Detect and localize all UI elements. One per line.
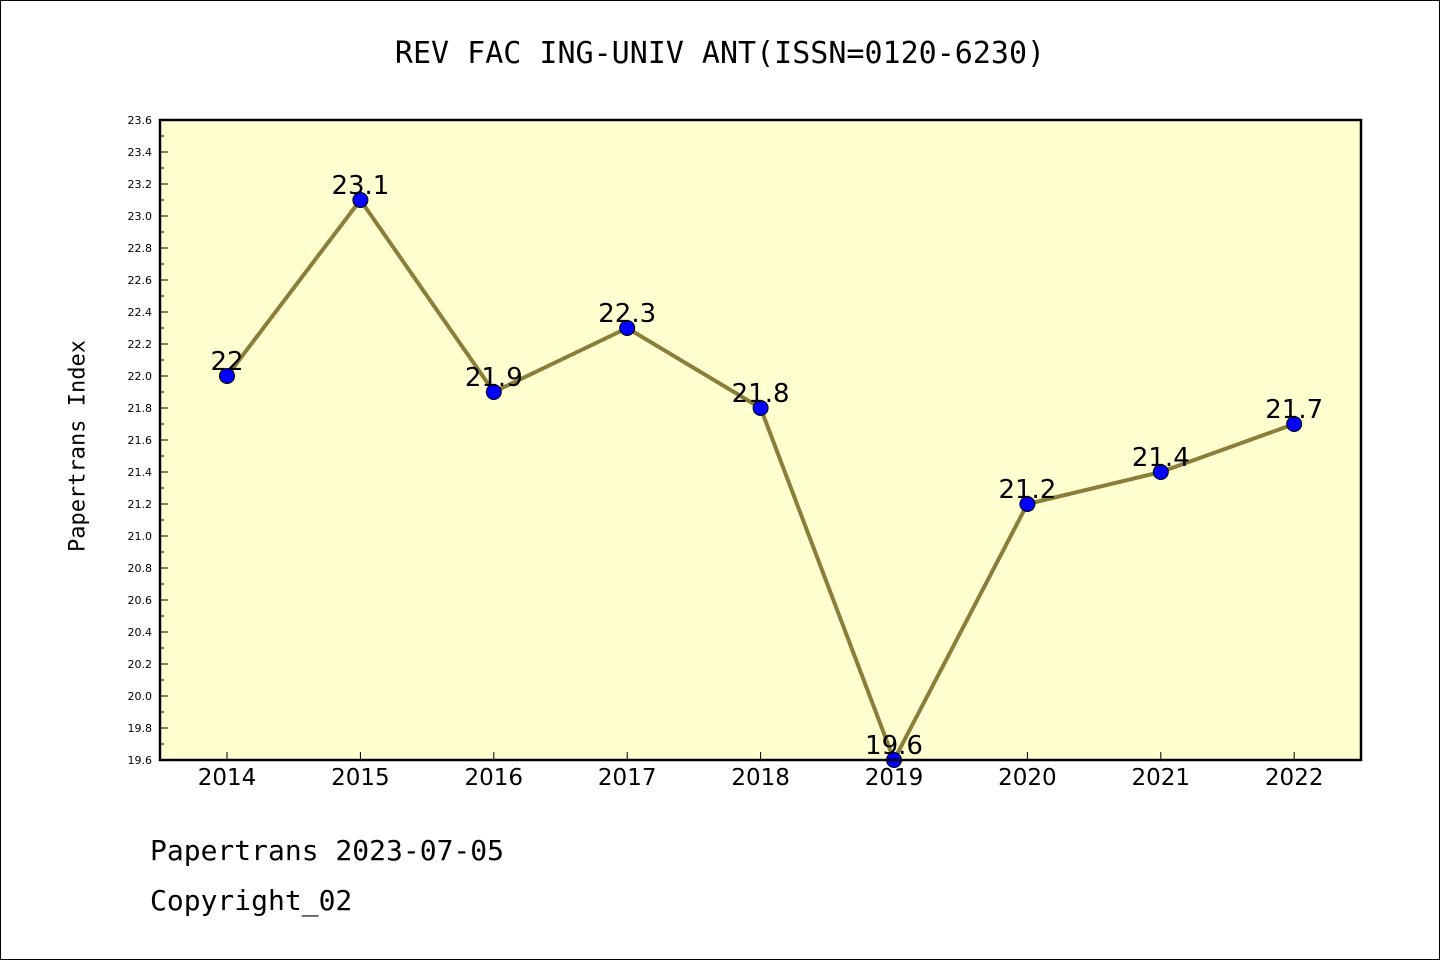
y-tick-label: 20.8 [128,562,153,575]
y-tick-label: 22.6 [128,274,153,287]
y-tick-label: 23.2 [128,178,153,191]
x-tick-label: 2015 [331,765,390,791]
y-tick-label: 23.6 [128,114,153,127]
y-tick-label: 20.4 [128,626,153,639]
y-tick-label: 20.6 [128,594,153,607]
data-label: 19.6 [865,731,923,761]
chart-title: REV FAC ING-UNIV ANT(ISSN=0120-6230) [394,36,1046,71]
data-point [619,320,636,336]
data-label: 22.3 [598,299,656,329]
y-tick-label: 21.2 [128,498,153,511]
data-label: 21.4 [1132,443,1190,473]
y-tick-label: 22.8 [128,242,153,255]
x-tick-label: 2019 [865,765,924,791]
y-tick-label: 19.6 [128,754,153,767]
data-point [219,368,235,384]
data-point [1019,496,1036,512]
y-tick-label: 22.4 [128,306,153,319]
x-tick-label: 2017 [598,765,657,791]
data-point [1286,416,1303,432]
y-tick-label: 22.2 [128,338,153,351]
data-point [352,192,369,208]
data-label: 21.8 [732,379,790,409]
y-tick-label: 23.4 [128,146,153,159]
data-point [485,384,502,400]
data-point [752,400,769,416]
y-tick-label: 22.0 [128,370,153,383]
plot-border [158,118,1363,762]
x-tick-label: 2020 [998,765,1057,791]
data-point [1152,464,1169,480]
y-tick-label: 20.0 [128,690,153,703]
x-tick-label: 2022 [1265,765,1324,791]
x-tick-label: 2018 [731,765,790,791]
footer-date: Papertrans 2023-07-05 [150,834,505,867]
data-label: 21.7 [1265,395,1323,425]
x-tick-label: 2016 [465,765,524,791]
data-label: 21.9 [465,363,523,393]
footer-copyright: Copyright_02 [150,884,353,917]
x-tick-label: 2014 [198,765,257,791]
x-tick-label: 2021 [1132,765,1191,791]
plot-area [160,120,1361,760]
y-tick-label: 21.0 [128,530,153,543]
y-tick-label: 19.8 [128,722,153,735]
data-label: 23.1 [331,171,389,201]
y-tick-label: 21.6 [128,434,153,447]
y-tick-label: 21.4 [128,466,153,479]
data-label: 21.2 [998,475,1056,505]
y-tick-label: 23.0 [128,210,153,223]
y-tick-label: 21.8 [128,402,153,415]
data-label: 22 [210,347,243,377]
y-tick-label: 20.2 [128,658,153,671]
